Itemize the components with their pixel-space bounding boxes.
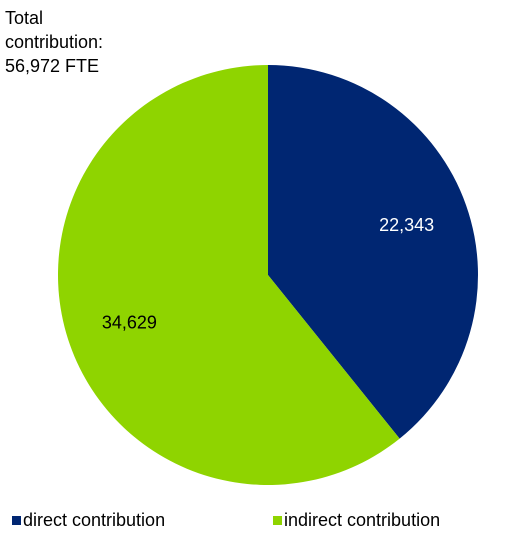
legend-swatch (273, 516, 282, 525)
chart-title: Total contribution: 56,972 FTE (5, 8, 104, 76)
pie-slice (268, 65, 479, 439)
data-label: 34,629 (102, 313, 157, 333)
pie-slice (58, 65, 400, 486)
legend-label: direct contribution (23, 510, 165, 530)
legend-swatch (12, 516, 21, 525)
legend-label: indirect contribution (284, 510, 440, 530)
data-label: 22,343 (379, 215, 434, 235)
